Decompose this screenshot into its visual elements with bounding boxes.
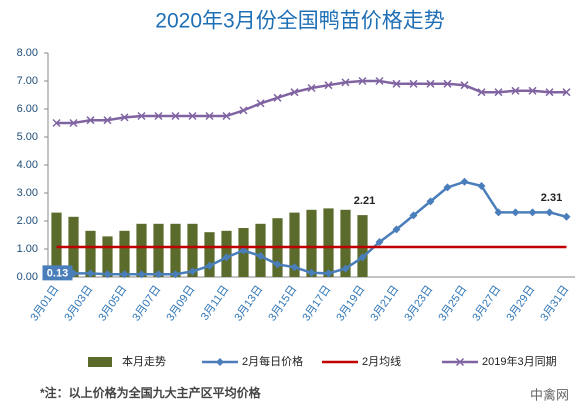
point xyxy=(455,357,465,367)
point xyxy=(290,88,299,97)
point xyxy=(409,211,418,220)
point xyxy=(222,253,231,262)
point xyxy=(358,76,367,86)
y-tick-label: 1.00 xyxy=(17,243,38,255)
y-tick-label: 8.00 xyxy=(17,47,38,59)
point xyxy=(545,208,554,217)
point xyxy=(137,111,146,121)
bar xyxy=(85,230,96,277)
point xyxy=(52,118,61,128)
point xyxy=(188,267,197,276)
bar xyxy=(289,212,300,277)
point xyxy=(511,86,520,95)
point xyxy=(205,261,214,270)
data-label: 2.21 xyxy=(354,195,375,207)
bar xyxy=(136,223,147,277)
point xyxy=(358,253,367,262)
point xyxy=(392,225,401,234)
point xyxy=(205,111,214,121)
point xyxy=(171,111,180,121)
point xyxy=(273,93,282,102)
chart-title: 2020年3月份全国鸭苗价格走势 xyxy=(155,10,444,33)
point xyxy=(222,111,231,121)
point xyxy=(511,208,520,217)
point xyxy=(273,260,282,269)
point xyxy=(256,252,265,260)
point xyxy=(86,269,95,278)
point xyxy=(460,177,469,186)
point xyxy=(375,238,384,246)
point xyxy=(324,81,333,90)
bar xyxy=(51,212,62,277)
bar xyxy=(170,223,181,277)
point xyxy=(562,88,571,97)
legend-label: 2月每日价格 xyxy=(242,354,303,368)
point xyxy=(154,111,163,121)
y-tick-label: 6.00 xyxy=(17,103,38,115)
y-tick-label: 4.00 xyxy=(17,159,38,171)
point xyxy=(341,78,350,87)
point xyxy=(392,79,401,88)
point xyxy=(426,79,435,88)
point xyxy=(307,268,316,277)
point xyxy=(256,99,265,108)
point xyxy=(324,269,333,278)
point xyxy=(477,88,486,97)
bar xyxy=(340,209,351,277)
footnote: *注：以上价格为全国九大主产区平均价格 xyxy=(40,385,262,400)
point xyxy=(528,208,537,217)
point xyxy=(494,88,503,97)
data-label: 2.31 xyxy=(541,192,562,204)
bar xyxy=(306,209,317,277)
legend-label: 本月走势 xyxy=(122,354,166,368)
y-tick-label: 3.00 xyxy=(17,187,38,199)
legend-swatch xyxy=(88,357,112,367)
point xyxy=(528,86,537,95)
point xyxy=(375,76,384,86)
bar xyxy=(323,208,334,277)
point xyxy=(103,116,112,125)
y-tick-label: 7.00 xyxy=(17,75,38,87)
legend-label: 2019年3月同期 xyxy=(482,354,557,368)
point xyxy=(171,270,180,279)
point xyxy=(69,118,78,128)
point xyxy=(409,79,418,88)
bar xyxy=(102,236,113,277)
point xyxy=(477,182,486,190)
point xyxy=(216,358,224,366)
label-box xyxy=(42,265,73,281)
bar xyxy=(153,223,164,277)
point xyxy=(460,81,469,90)
point xyxy=(120,270,129,279)
point xyxy=(443,183,452,192)
point xyxy=(239,246,248,255)
bar xyxy=(255,223,266,277)
y-tick-label: 5.00 xyxy=(17,131,38,143)
point xyxy=(307,83,316,93)
bar xyxy=(187,223,198,277)
point xyxy=(188,111,197,121)
point xyxy=(443,79,452,88)
point xyxy=(290,263,299,272)
point xyxy=(86,116,95,125)
point xyxy=(426,197,435,206)
point xyxy=(137,270,146,279)
point xyxy=(545,88,554,97)
y-tick-label: 2.00 xyxy=(17,215,38,227)
point xyxy=(341,264,350,273)
data-label: 0.13 xyxy=(47,267,68,279)
bar xyxy=(119,230,130,277)
point xyxy=(494,208,503,217)
y-tick-label: 0.00 xyxy=(17,271,38,283)
point xyxy=(103,270,112,279)
bar xyxy=(204,232,215,277)
point xyxy=(562,212,571,221)
point xyxy=(239,106,248,115)
point xyxy=(120,113,129,122)
point xyxy=(154,270,163,279)
legend-label: 2月均线 xyxy=(362,354,401,368)
watermark: 中禽网 xyxy=(530,387,569,402)
